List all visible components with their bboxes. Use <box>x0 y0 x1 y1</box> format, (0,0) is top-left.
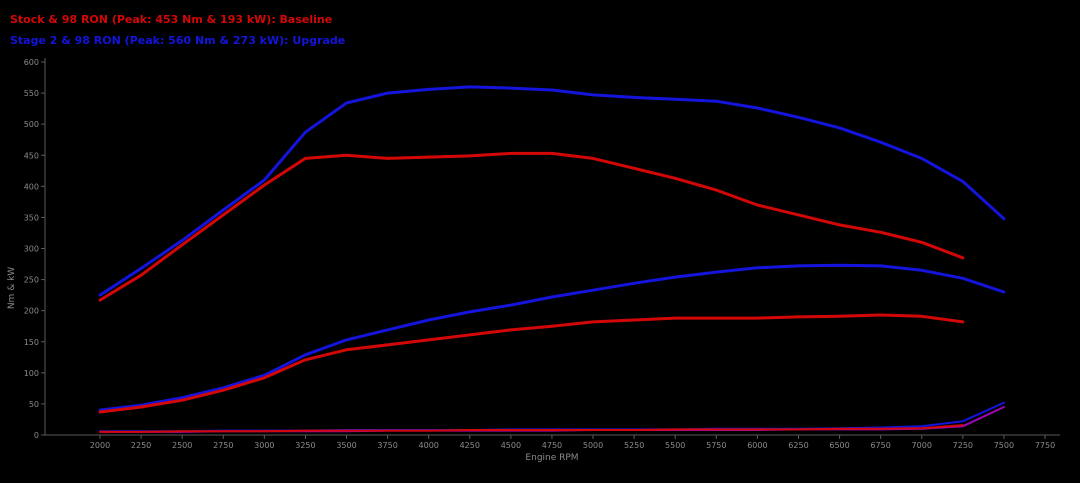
x-tick-label: 4250 <box>460 441 480 450</box>
x-tick-label: 3250 <box>295 441 315 450</box>
axes <box>44 58 1060 436</box>
y-tick-label: 50 <box>29 400 39 409</box>
x-tick-label: 3500 <box>336 441 356 450</box>
x-tick-label: 2000 <box>90 441 110 450</box>
x-tick-label: 4500 <box>501 441 521 450</box>
x-axis-label: Engine RPM <box>525 453 578 463</box>
x-tick-label: 5500 <box>665 441 685 450</box>
x-tick-label: 5250 <box>624 441 644 450</box>
x-tick-label: 2250 <box>131 441 151 450</box>
y-tick-label: 550 <box>24 89 39 98</box>
x-tick-label: 7000 <box>912 441 932 450</box>
y-tick-label: 600 <box>24 58 39 67</box>
chart-legend: Stock & 98 RON (Peak: 453 Nm & 193 kW): … <box>10 10 345 52</box>
legend-entry-baseline: Stock & 98 RON (Peak: 453 Nm & 193 kW): … <box>10 13 333 26</box>
x-tick-label: 6750 <box>870 441 890 450</box>
y-axis-label: Nm & kW <box>7 267 17 309</box>
x-tick-label: 3750 <box>377 441 397 450</box>
series-line-baseline-power-kw- <box>98 313 965 414</box>
y-tick-label: 300 <box>24 245 39 254</box>
x-tick-label: 7500 <box>994 441 1014 450</box>
series-line-upgrade-torque-nm- <box>98 85 1006 297</box>
x-tick-label: 2500 <box>172 441 192 450</box>
series-line-upgrade-boost <box>99 401 1005 433</box>
x-tick-label: 5000 <box>583 441 603 450</box>
y-tick-label: 500 <box>24 120 39 129</box>
x-tick-label: 5750 <box>706 441 726 450</box>
y-tick-label: 150 <box>24 338 39 347</box>
y-tick-label: 450 <box>24 151 39 160</box>
x-tick-label: 6250 <box>788 441 808 450</box>
x-tick-label: 3000 <box>254 441 274 450</box>
x-tick-label: 4000 <box>419 441 439 450</box>
x-tick-label: 4750 <box>542 441 562 450</box>
x-tick-label: 7250 <box>953 441 973 450</box>
x-tick-label: 7750 <box>1035 441 1055 450</box>
y-tick-label: 350 <box>24 213 39 222</box>
y-tick-label: 100 <box>24 369 39 378</box>
series-line-baseline-torque-nm- <box>98 151 965 302</box>
series-line-upgrade-power-kw- <box>98 263 1006 412</box>
y-tick-label: 250 <box>24 276 39 285</box>
y-tick-label: 200 <box>24 307 39 316</box>
x-tick-label: 6000 <box>747 441 767 450</box>
x-tick-label: 6500 <box>829 441 849 450</box>
series-line-baseline-boost <box>99 424 964 433</box>
y-tick-label: 0 <box>34 431 39 440</box>
legend-entry-upgrade: Stage 2 & 98 RON (Peak: 560 Nm & 273 kW)… <box>10 33 346 47</box>
x-tick-label: 2750 <box>213 441 233 450</box>
x-ticks: 2000 2250 2500 2750 3000 3250 3500 3750 4000 4250… <box>90 435 1055 450</box>
y-ticks: 0 50 100 150 200 250 300 350 400 450 500 550 600 <box>24 58 45 440</box>
y-tick-label: 400 <box>24 182 39 191</box>
